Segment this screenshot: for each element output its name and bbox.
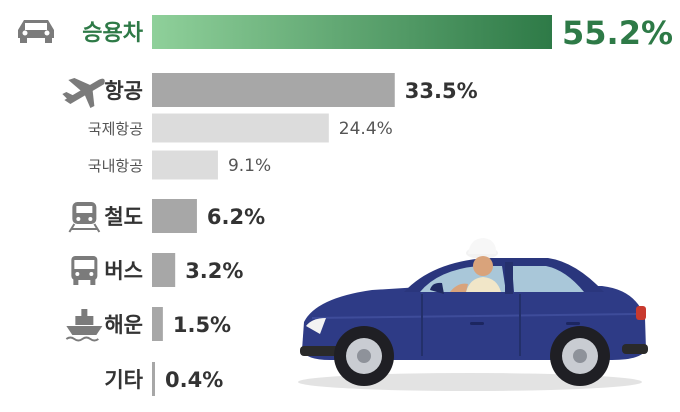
category-label: 국내항공: [88, 157, 143, 175]
value-label: 24.4%: [339, 119, 393, 139]
bus-icon: [71, 256, 98, 285]
bar: [152, 307, 163, 341]
category-label: 버스: [104, 259, 143, 283]
car-illustration: [298, 238, 648, 391]
bar: [152, 15, 552, 49]
category-label: 국제항공: [88, 120, 143, 138]
car-icon: [18, 20, 54, 43]
category-label: 항공: [104, 79, 143, 103]
category-label: 해운: [104, 313, 143, 337]
value-label: 33.5%: [405, 79, 478, 103]
bar: [152, 150, 218, 180]
bar: [152, 199, 197, 233]
category-label: 기타: [104, 368, 143, 392]
category-label: 철도: [104, 205, 143, 229]
value-label: 3.2%: [185, 259, 243, 283]
bar: [152, 253, 176, 287]
value-label: 9.1%: [228, 156, 271, 176]
value-label: 6.2%: [207, 205, 265, 229]
value-label: 55.2%: [562, 14, 673, 52]
bar: [152, 73, 395, 107]
train-icon: [68, 202, 101, 233]
value-label: 0.4%: [165, 368, 223, 392]
bar: [152, 362, 155, 396]
value-label: 1.5%: [173, 313, 231, 337]
category-label: 승용차: [82, 21, 143, 46]
bar: [152, 113, 329, 143]
airplane-icon: [62, 78, 105, 108]
ship-icon: [65, 309, 103, 342]
driver-figure: [450, 238, 501, 292]
